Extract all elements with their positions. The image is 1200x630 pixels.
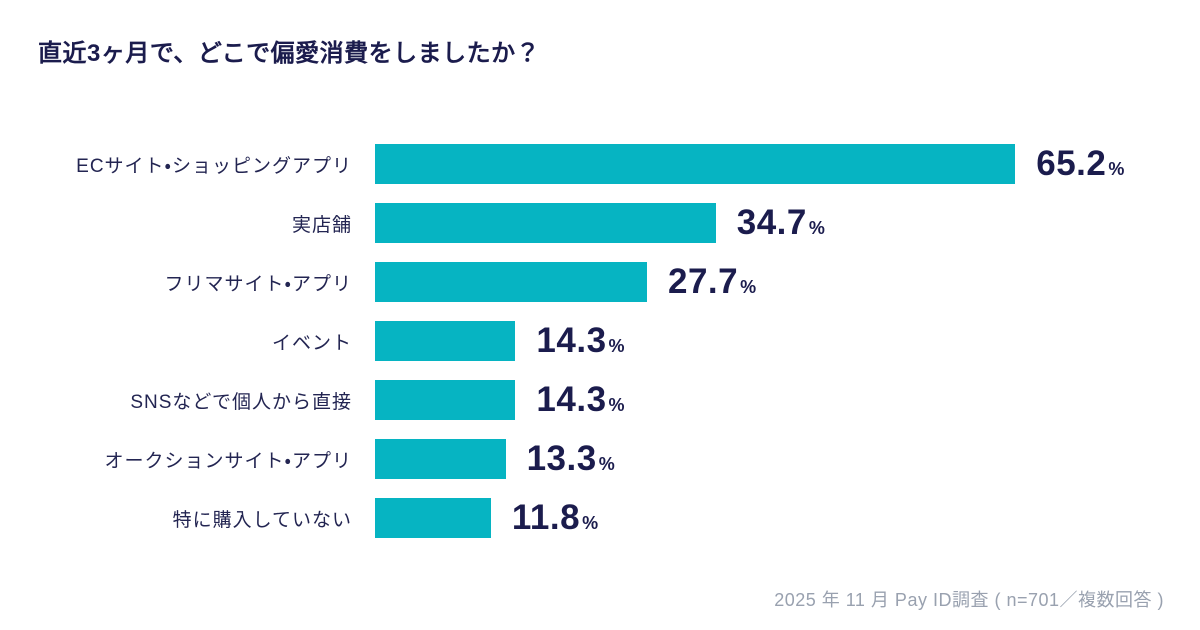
bar-value: 27.7% <box>668 262 756 302</box>
bar-row: ECサイト・ショッピングアプリ 65.2% <box>38 144 1124 184</box>
bar-value: 11.8% <box>512 498 598 538</box>
bar-value: 34.7% <box>737 203 825 243</box>
bar <box>375 203 716 243</box>
bar-value-number: 34.7 <box>736 203 807 242</box>
bar-value-number: 14.3 <box>536 321 607 360</box>
bar <box>375 321 516 361</box>
bar-value-number: 11.8 <box>511 498 581 537</box>
bar-track: 14.3% <box>375 321 625 361</box>
bar-track: 11.8% <box>375 498 598 538</box>
bar-category-label: フリマサイト・アプリ <box>164 273 352 295</box>
bar-row: イベント 14.3% <box>38 321 1124 361</box>
bar-category-label: 実店舗 <box>291 214 352 236</box>
bar-value: 14.3% <box>536 321 624 361</box>
bar-value-number: 27.7 <box>668 262 739 301</box>
bar-value: 13.3% <box>527 439 615 479</box>
bar-value-unit: % <box>608 336 625 356</box>
bar-track: 34.7% <box>375 203 825 243</box>
bar-value-number: 14.3 <box>536 380 607 419</box>
bar <box>375 439 506 479</box>
bar-row: オークションサイト・アプリ 13.3% <box>38 439 1124 479</box>
bar-value-unit: % <box>1108 159 1125 179</box>
bar-value-unit: % <box>582 513 599 533</box>
bar <box>375 380 516 420</box>
bar-value-unit: % <box>740 277 757 297</box>
bar-row: 特に購入していない 11.8% <box>38 498 1124 538</box>
bar-track: 13.3% <box>375 439 615 479</box>
bar-category-label: SNSなどで個人から直接 <box>130 391 352 413</box>
source-note: 2025 年 11 月 Pay ID調査 ( n=701／複数回答 ) <box>774 590 1164 610</box>
bar-category-label: ECサイト・ショッピングアプリ <box>76 155 352 177</box>
bar-value-unit: % <box>598 454 615 474</box>
bar-category-label: オークションサイト・アプリ <box>104 450 352 472</box>
bar-row: 実店舗 34.7% <box>38 203 1124 243</box>
bar-category-label: 特に購入していない <box>172 509 352 531</box>
bar-track: 65.2% <box>375 144 1124 184</box>
bar-value-unit: % <box>808 218 825 238</box>
bar <box>375 498 491 538</box>
bar-value-number: 65.2 <box>1036 144 1107 183</box>
bar-chart: ECサイト・ショッピングアプリ 65.2% 実店舗 34.7% フリマサイト・アプリ 27… <box>38 144 1124 538</box>
bar-row: フリマサイト・アプリ 27.7% <box>38 262 1124 302</box>
chart-title: 直近3ヶ月で、どこで偏愛消費をしましたか？ <box>38 40 541 67</box>
bar-value-number: 13.3 <box>526 439 597 478</box>
bar-row: SNSなどで個人から直接 14.3% <box>38 380 1124 420</box>
bar-value: 65.2% <box>1036 144 1124 184</box>
bar <box>375 262 647 302</box>
bar-value: 14.3% <box>536 380 624 420</box>
bar-track: 27.7% <box>375 262 756 302</box>
bar-category-label: イベント <box>271 332 352 354</box>
bar <box>375 144 1016 184</box>
bar-value-unit: % <box>608 395 625 415</box>
bar-track: 14.3% <box>375 380 625 420</box>
